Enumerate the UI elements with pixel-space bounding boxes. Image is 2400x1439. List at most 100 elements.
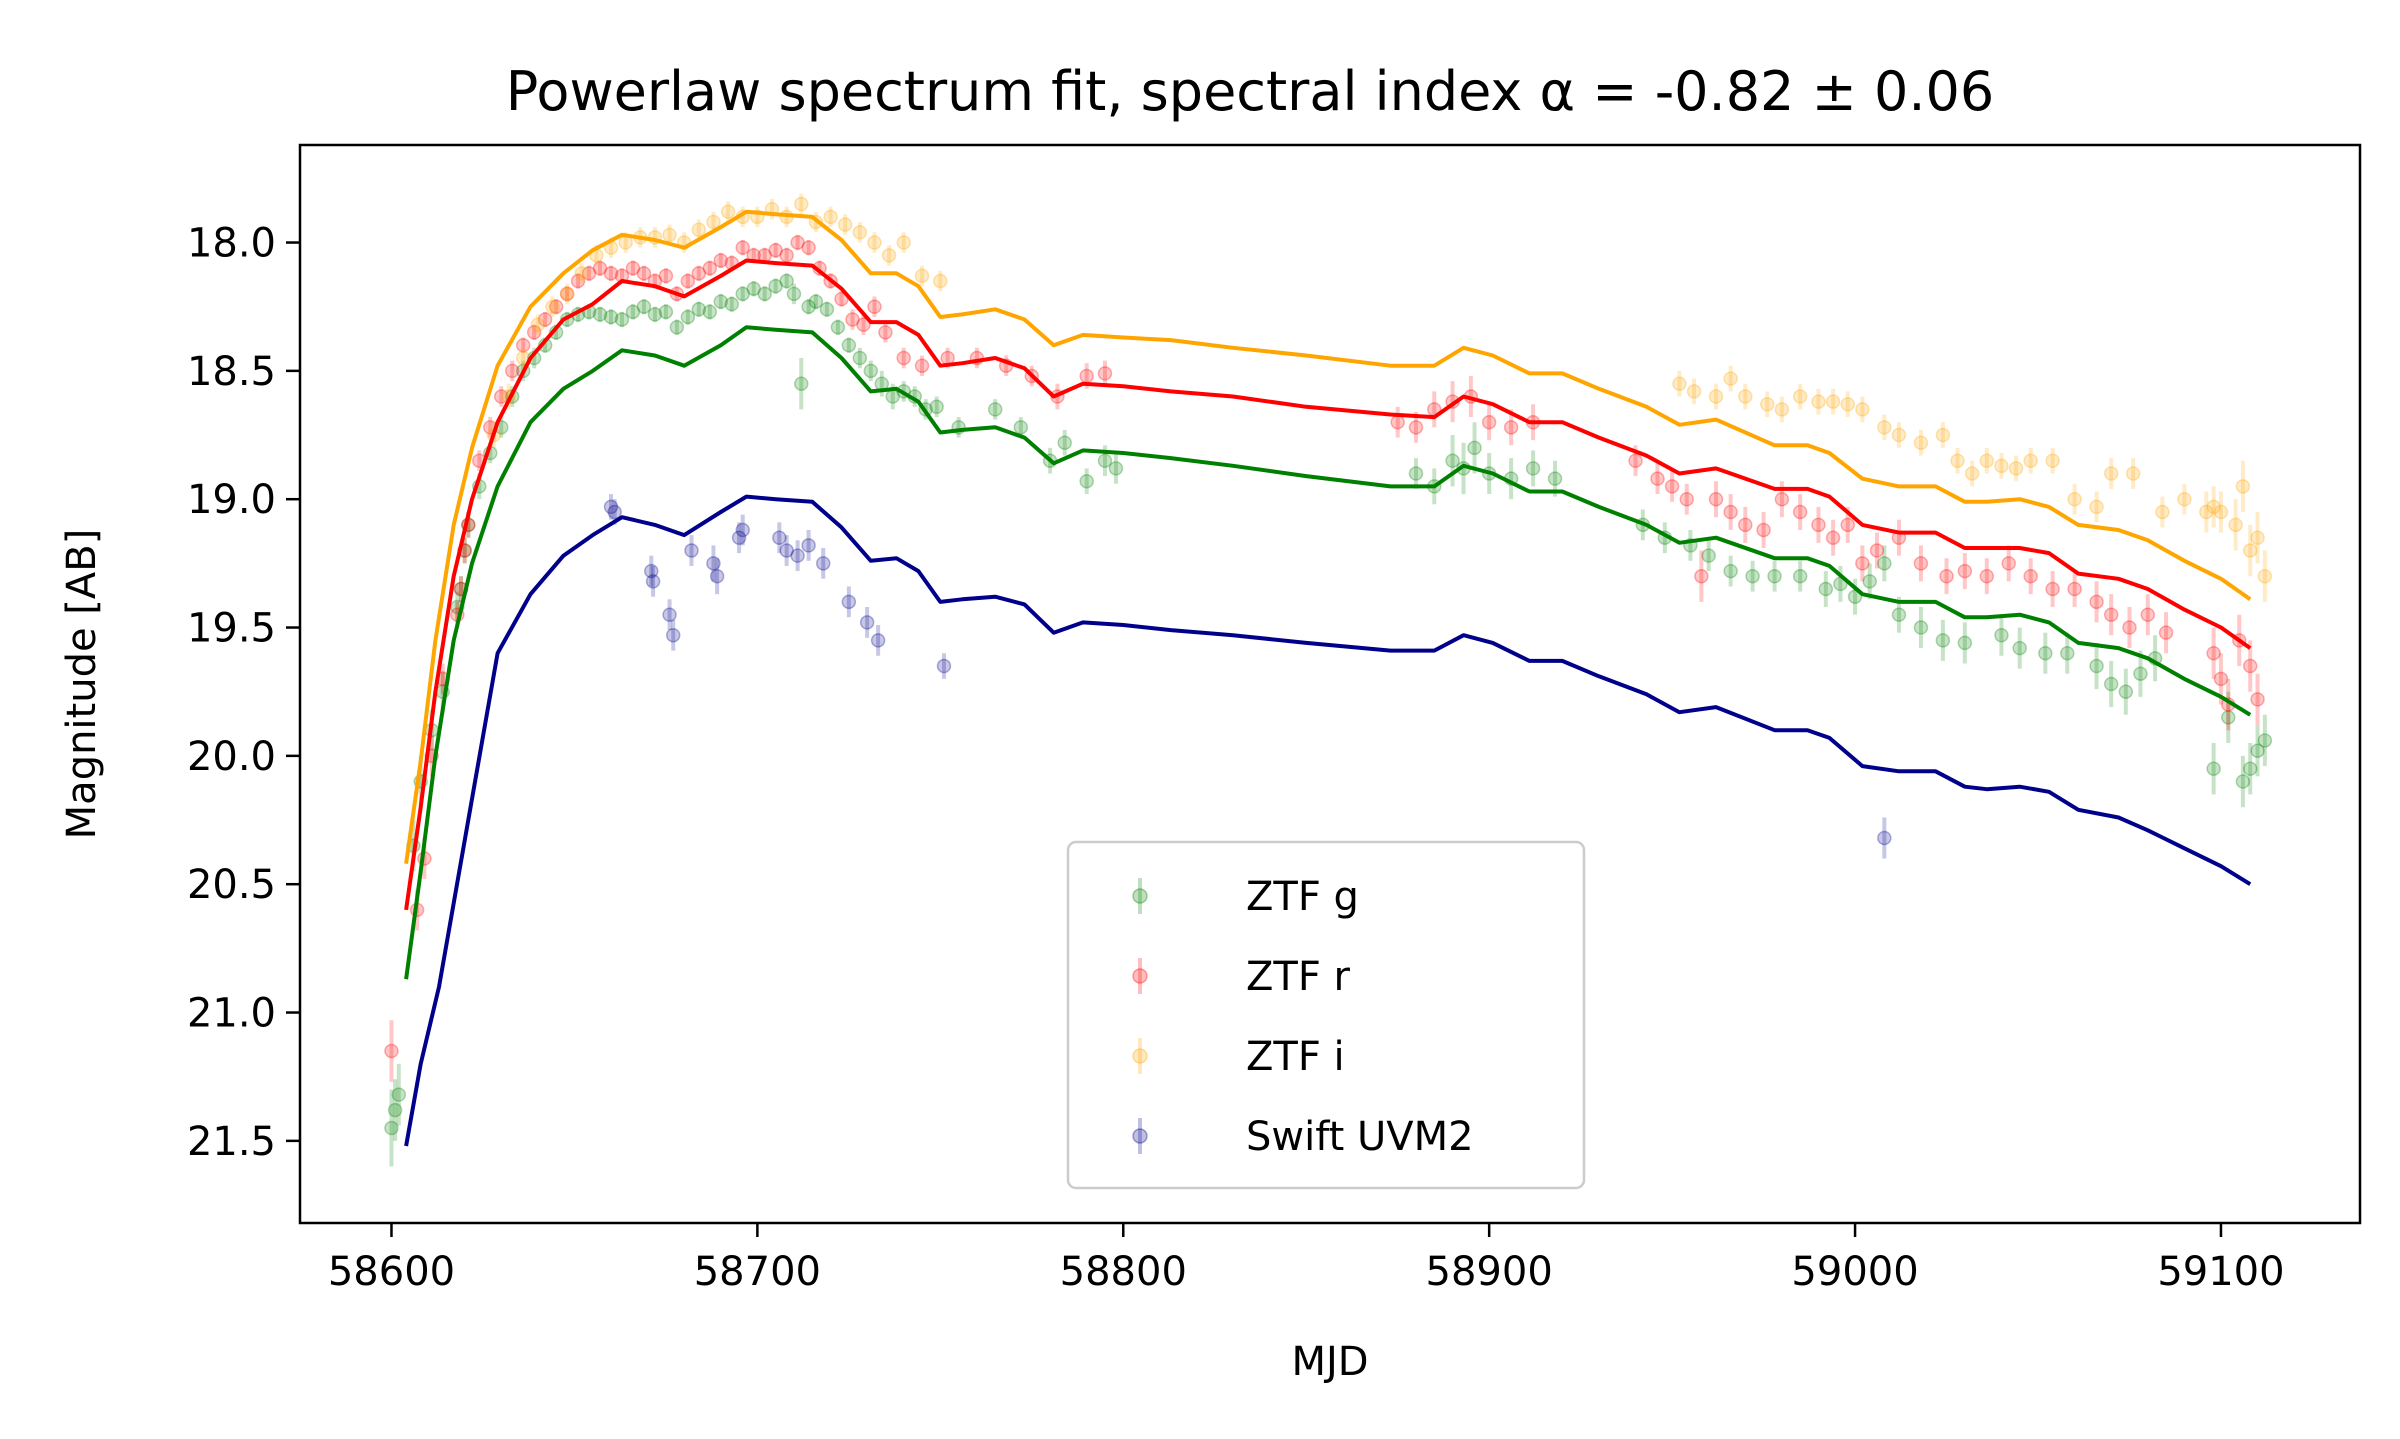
data-point: [603, 309, 619, 325]
data-point: [801, 538, 816, 553]
y-tick-label: 19.5: [187, 606, 276, 652]
data-point: [1672, 376, 1687, 391]
data-point: [2213, 504, 2229, 520]
data-point: [1723, 563, 1738, 579]
data-point: [1079, 368, 1094, 384]
data-point: [570, 273, 586, 289]
data-point: [2242, 543, 2258, 558]
data-point: [1108, 461, 1124, 476]
data-point: [845, 312, 860, 327]
data-point: [1877, 420, 1892, 435]
data-point: [647, 307, 663, 322]
data-point: [1057, 435, 1072, 450]
data-point: [896, 350, 911, 366]
data-point: [933, 273, 948, 289]
data-point: [2242, 658, 2258, 674]
data-point: [713, 253, 729, 268]
data-point: [2060, 645, 2075, 661]
data-point: [702, 304, 718, 320]
data-point: [625, 304, 641, 320]
data-point: [581, 266, 597, 281]
data-point: [2103, 607, 2119, 622]
data-point: [1891, 427, 1907, 443]
data-point: [2158, 625, 2174, 640]
data-point: [794, 376, 809, 391]
data-point: [1650, 471, 1665, 486]
data-point: [914, 358, 930, 373]
data-point: [2067, 581, 2082, 597]
data-point: [384, 1043, 399, 1059]
data-point: [768, 278, 783, 294]
data-point: [896, 235, 911, 250]
data-point: [1445, 453, 1460, 468]
data-point: [1913, 435, 1929, 450]
data-point: [841, 337, 857, 353]
data-point: [665, 627, 681, 643]
data-point: [757, 286, 772, 302]
data-point: [2235, 479, 2251, 494]
data-point: [837, 217, 853, 232]
data-point: [878, 325, 893, 340]
data-point: [867, 299, 882, 314]
data-point: [1913, 556, 1929, 571]
data-point: [614, 312, 630, 327]
plot-content: [384, 193, 2273, 1167]
data-point: [2045, 453, 2060, 468]
data-point: [1079, 473, 1094, 489]
x-tick-label: 58900: [1426, 1249, 1553, 1295]
y-axis: 18.0 18.5 19.0 19.5 20.0 20.5 21.0 21.5: [187, 221, 300, 1165]
x-tick-label: 59100: [2157, 1249, 2284, 1295]
data-point: [559, 286, 575, 302]
data-point: [658, 304, 674, 320]
data-point: [636, 266, 652, 281]
data-point: [706, 214, 721, 230]
data-point: [2257, 568, 2273, 584]
x-axis: 58600 58700 58800 58900 59000 59100: [328, 1223, 2285, 1295]
y-tick-label: 18.0: [187, 221, 276, 267]
data-point: [1792, 568, 1808, 584]
data-point: [669, 319, 685, 335]
data-point: [768, 242, 783, 258]
data-point: [735, 522, 750, 538]
data-point: [1869, 543, 1885, 558]
data-point: [735, 240, 750, 255]
data-point: [530, 317, 546, 332]
data-point: [526, 325, 542, 340]
data-point: [1708, 389, 1724, 404]
data-point: [1811, 394, 1826, 409]
data-point: [1855, 402, 1870, 417]
data-point: [1840, 396, 1855, 412]
data-point: [852, 350, 868, 366]
data-point: [1964, 466, 1980, 481]
data-point: [2023, 568, 2038, 584]
data-point: [801, 240, 816, 255]
data-point: [987, 402, 1003, 417]
data-point: [1503, 420, 1519, 435]
data-point: [1877, 556, 1892, 571]
data-point: [1408, 466, 1424, 481]
data-point: [2250, 692, 2265, 707]
data-point: [537, 312, 553, 327]
y-axis-label: Magnitude [AB]: [59, 529, 105, 840]
data-point: [870, 633, 886, 648]
data-point: [548, 299, 564, 314]
data-point: [1840, 517, 1855, 533]
data-point: [574, 266, 589, 281]
data-point: [1913, 620, 1929, 635]
x-tick-label: 58600: [328, 1249, 455, 1295]
data-point: [2228, 517, 2243, 533]
data-point: [1708, 491, 1724, 507]
data-point: [2038, 645, 2053, 661]
legend-marker: [1132, 1128, 1148, 1144]
data-point: [2177, 491, 2192, 507]
data-point: [1628, 453, 1643, 468]
data-point: [1097, 453, 1113, 468]
data-point: [1390, 414, 1405, 430]
data-point: [2089, 658, 2104, 674]
data-point: [1481, 414, 1497, 430]
x-axis-label: MJD: [1291, 1339, 1368, 1385]
model-line-uvm2-model: [404, 494, 2252, 1147]
data-point: [662, 607, 677, 622]
data-point: [1774, 402, 1790, 417]
